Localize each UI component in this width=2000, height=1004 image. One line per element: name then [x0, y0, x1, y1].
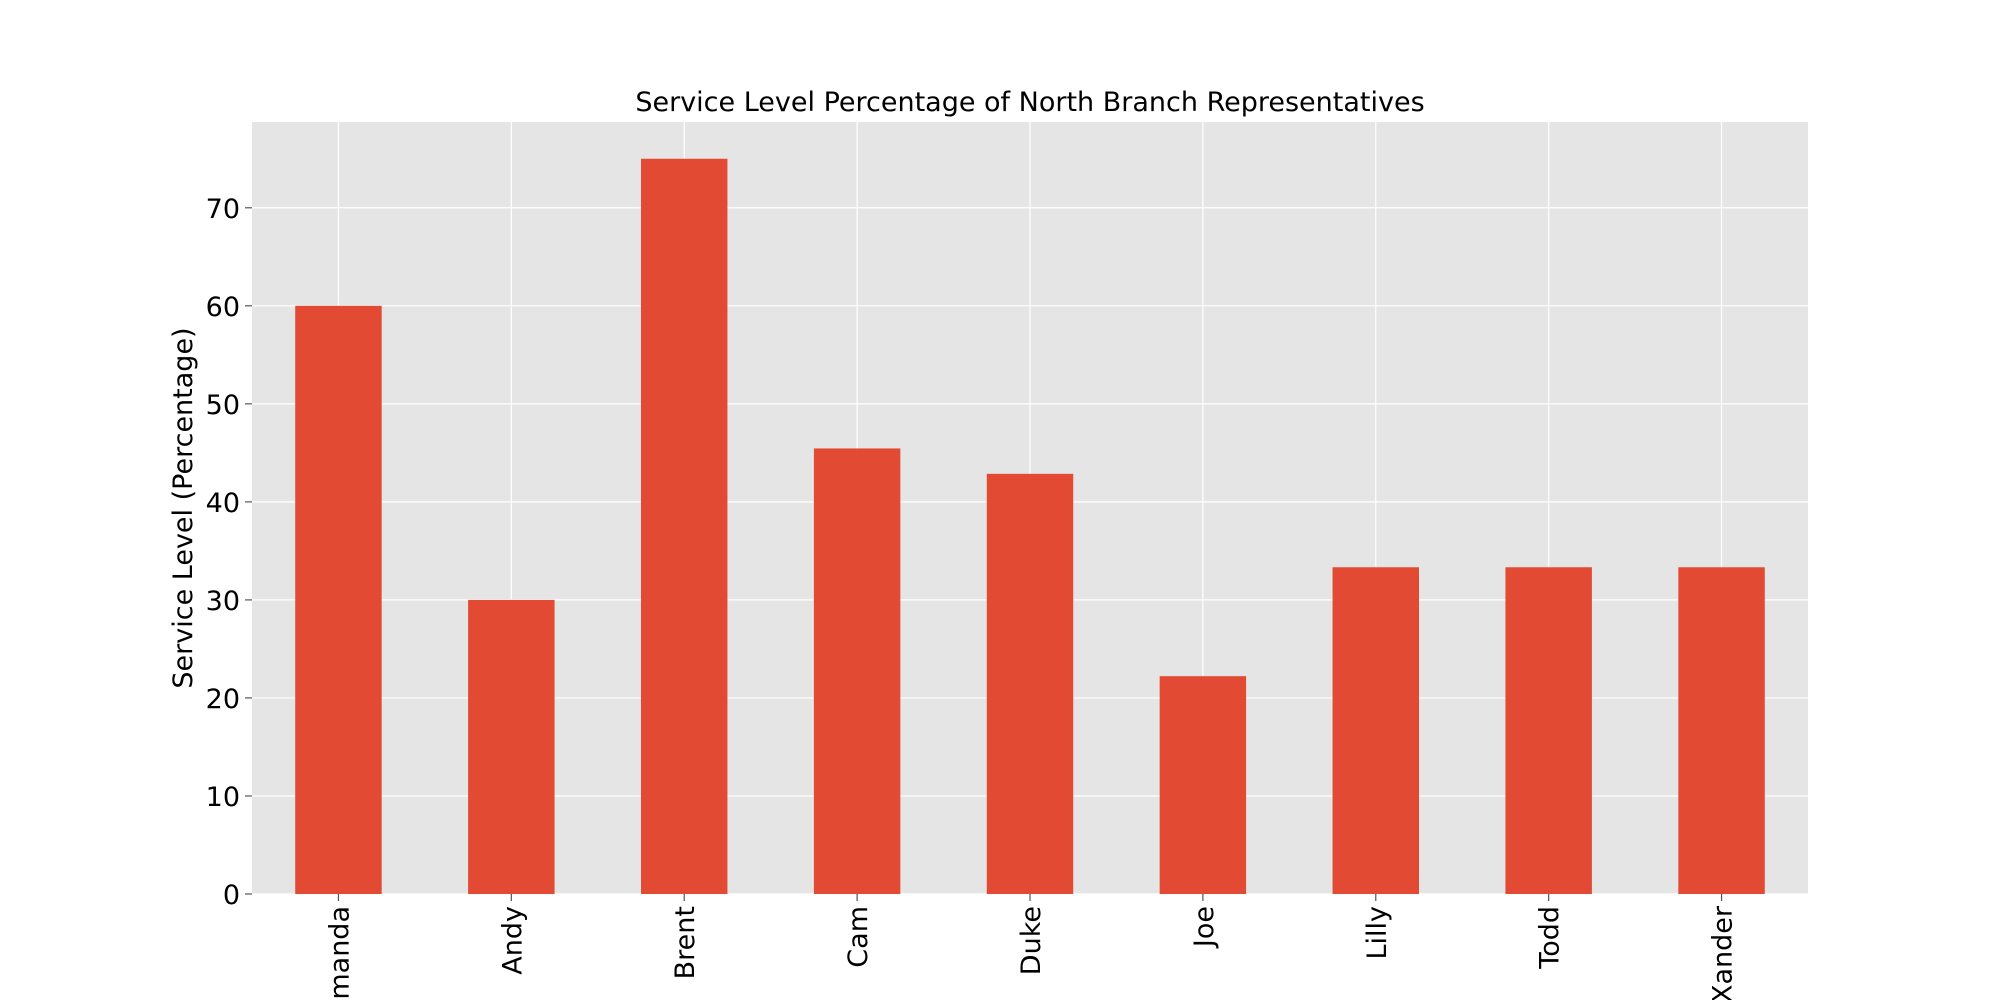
bar-todd — [1505, 567, 1592, 894]
bar-joe — [1159, 676, 1247, 894]
x-tick-label: Amanda — [324, 906, 355, 1000]
bar-lilly — [1332, 567, 1419, 894]
x-tick-label: Andy — [497, 906, 528, 975]
x-tick-label: Duke — [1016, 906, 1047, 975]
x-tick-label: Joe — [1189, 906, 1220, 949]
y-tick-label: 0 — [223, 880, 240, 911]
y-tick-label: 10 — [206, 782, 240, 813]
x-tick-label: Todd — [1535, 906, 1566, 970]
y-axis: 0 10 20 30 40 50 60 70 — [206, 194, 252, 911]
bar-xander — [1678, 567, 1765, 894]
bars — [295, 158, 1765, 894]
x-tick-label: Brent — [670, 906, 701, 979]
y-tick-label: 50 — [206, 390, 240, 421]
bar-duke — [986, 473, 1074, 894]
x-tick-label: Lilly — [1362, 906, 1393, 960]
bar-andy — [468, 599, 555, 894]
y-axis-label: Service Level (Percentage) — [168, 327, 199, 688]
bar-amanda — [295, 305, 382, 894]
y-tick-label: 70 — [206, 194, 240, 225]
y-tick-label: 20 — [206, 684, 240, 715]
bar-brent — [641, 158, 728, 894]
y-tick-label: 40 — [206, 488, 240, 519]
y-tick-label: 30 — [206, 586, 240, 617]
bar-cam — [813, 448, 901, 894]
x-axis: Amanda Andy Brent Cam Duke Joe Lilly Todd Xander — [324, 894, 1739, 1000]
x-tick-label: Cam — [843, 906, 874, 968]
x-tick-label: Xander — [1708, 905, 1739, 1000]
chart-title: Service Level Percentage of North Branch… — [635, 87, 1424, 118]
y-tick-label: 60 — [206, 292, 240, 323]
